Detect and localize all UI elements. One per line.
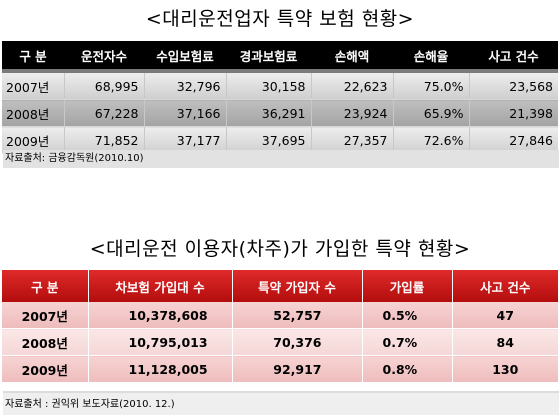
table-row: 2007년 68,995 32,796 30,158 22,623 75.0% … [2,71,558,100]
cell-accident-count: 84 [452,328,558,356]
cell-rider-subscribers: 52,757 [232,302,363,329]
header-earned-premium: 경과보험료 [226,41,311,71]
cell-accident-count: 21,398 [469,99,558,127]
header-accident-count: 사고 건수 [469,41,558,71]
cell-premium-income: 32,796 [144,71,227,100]
cell-drivers: 67,228 [64,99,145,127]
header-rider-subscribers: 특약 가입자 수 [232,270,363,302]
cell-year: 2008년 [2,99,65,127]
table-header-row: 구 분 운전자수 수입보험료 경과보험료 손해액 손해율 사고 건수 [2,41,558,71]
cell-subscription-rate: 0.8% [362,355,453,383]
cell-premium-income: 37,177 [144,126,227,154]
cell-insured-vehicles: 10,378,608 [88,302,233,329]
header-subscription-rate: 가입률 [362,270,453,302]
insurance-stats-table: 구 분 운전자수 수입보험료 경과보험료 손해액 손해율 사고 건수 2007년… [2,41,558,154]
header-insured-vehicles: 차보험 가입대 수 [88,270,233,302]
table1-source-note: 자료출처: 금융감독원(2010.10) [3,150,559,168]
cell-year: 2009년 [2,355,89,383]
cell-loss-amount: 27,357 [311,126,394,154]
cell-year: 2007년 [2,71,65,100]
table1-title: <대리운전업자 특약 보험 현황> [145,8,415,30]
table2-title: <대리운전 이용자(차주)가 가입한 특약 현황> [89,238,471,260]
cell-loss-ratio: 72.6% [393,126,470,154]
table-row: 2007년 10,378,608 52,757 0.5% 47 [2,302,558,329]
table-row: 2008년 10,795,013 70,376 0.7% 84 [2,328,558,356]
table-row: 2009년 71,852 37,177 37,695 27,357 72.6% … [2,126,558,154]
header-category: 구 분 [2,41,64,71]
cell-rider-subscribers: 70,376 [232,328,363,356]
cell-loss-amount: 23,924 [311,99,394,127]
table-header-row: 구 분 차보험 가입대 수 특약 가입자 수 가입률 사고 건수 [2,270,558,302]
cell-loss-amount: 22,623 [311,71,394,100]
cell-accident-count: 23,568 [469,71,558,100]
cell-insured-vehicles: 10,795,013 [88,328,233,356]
cell-subscription-rate: 0.7% [362,328,453,356]
cell-year: 2007년 [2,302,89,329]
cell-premium-income: 37,166 [144,99,227,127]
cell-accident-count: 47 [452,302,558,329]
cell-accident-count: 27,846 [469,126,558,154]
header-drivers: 운전자수 [64,41,144,71]
table2-source-note: 자료출처 : 권익위 보도자료(2010. 12.) [3,391,559,415]
cell-loss-ratio: 75.0% [393,71,470,100]
cell-drivers: 68,995 [64,71,145,100]
rider-subscription-table: 구 분 차보험 가입대 수 특약 가입자 수 가입률 사고 건수 2007년 1… [2,270,558,383]
cell-earned-premium: 30,158 [226,71,312,100]
cell-earned-premium: 36,291 [226,99,312,127]
header-accident-count: 사고 건수 [452,270,558,302]
cell-accident-count: 130 [452,355,558,383]
cell-insured-vehicles: 11,128,005 [88,355,233,383]
cell-year: 2008년 [2,328,89,356]
cell-rider-subscribers: 92,917 [232,355,363,383]
cell-subscription-rate: 0.5% [362,302,453,329]
header-loss-amount: 손해액 [311,41,393,71]
cell-year: 2009년 [2,126,65,154]
cell-drivers: 71,852 [64,126,145,154]
header-loss-ratio: 손해율 [393,41,469,71]
header-category: 구 분 [2,270,89,302]
table-row: 2008년 67,228 37,166 36,291 23,924 65.9% … [2,99,558,127]
cell-earned-premium: 37,695 [226,126,312,154]
cell-loss-ratio: 65.9% [393,99,470,127]
table-row: 2009년 11,128,005 92,917 0.8% 130 [2,355,558,383]
header-premium-income: 수입보험료 [144,41,226,71]
